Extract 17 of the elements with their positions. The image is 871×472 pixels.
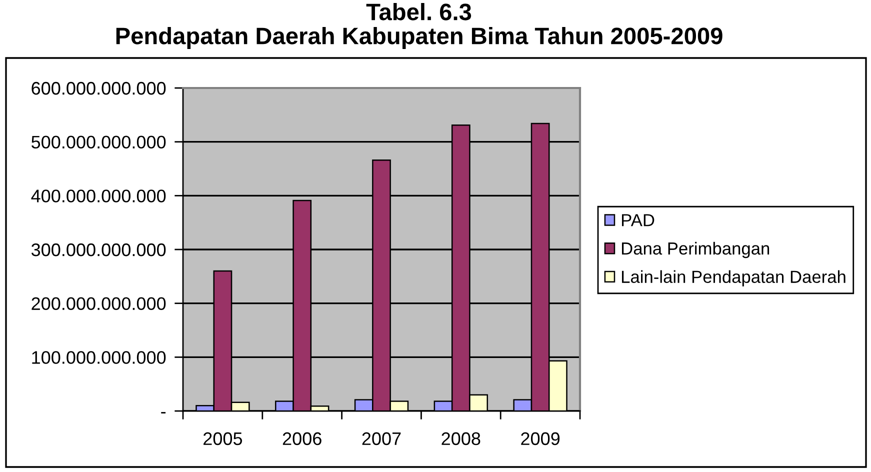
chart-subtitle: Pendapatan Daerah Kabupaten Bima Tahun 2005-2009: [116, 26, 722, 50]
x-tick-label: 2008: [442, 432, 480, 446]
x-tick-label: 2007: [362, 432, 401, 446]
x-tick-label: 2005: [204, 432, 242, 446]
legend-label: Lain-lain Pendapatan Daerah: [622, 270, 846, 286]
chart-title: Tabel. 6.3: [366, 2, 472, 20]
legend-label: PAD: [622, 214, 654, 226]
y-tick-label: 300.000.000.000: [31, 243, 166, 256]
y-tick-label: -: [161, 412, 166, 414]
x-tick-label: 2009: [521, 432, 560, 446]
y-tick-label: 200.000.000.000: [32, 297, 166, 310]
x-tick-label: 2006: [282, 432, 322, 446]
legend-label: Dana Perimbangan: [622, 242, 770, 258]
y-tick-label: 100.000.000.000: [32, 351, 166, 364]
y-tick-label: 500.000.000.000: [32, 136, 166, 149]
y-tick-label: 400.000.000.000: [31, 190, 166, 202]
y-tick-label: 600.000.000.000: [32, 82, 166, 95]
